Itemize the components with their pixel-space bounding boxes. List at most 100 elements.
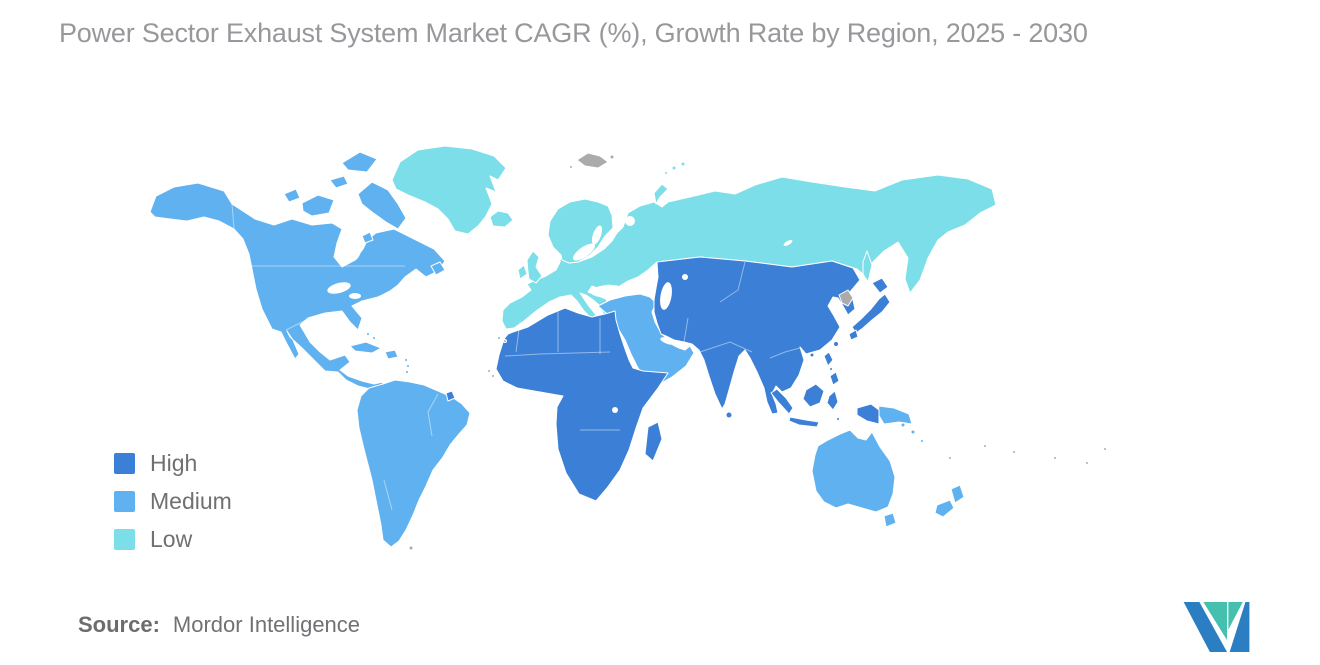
region-antilles-3 xyxy=(405,370,409,374)
white-sea xyxy=(625,216,635,226)
region-sumatra xyxy=(770,388,794,415)
great-lakes-2 xyxy=(349,293,361,299)
region-timor xyxy=(836,417,840,421)
region-japan-hokkaido xyxy=(871,277,889,294)
region-falkland xyxy=(408,545,414,551)
lake-baikal xyxy=(783,239,793,247)
region-sakhalin xyxy=(862,250,873,283)
region-french-guiana xyxy=(445,390,456,402)
legend-swatch-high xyxy=(114,452,135,474)
region-devon-island xyxy=(329,175,349,189)
region-solomon-3 xyxy=(920,439,924,443)
legend-item-high: High xyxy=(114,449,232,476)
logo-right-stroke xyxy=(1229,602,1250,652)
region-north-america-mainland xyxy=(149,182,446,390)
region-canary-1 xyxy=(497,336,501,340)
great-lakes xyxy=(327,282,351,294)
map-borders xyxy=(231,203,801,511)
lake-victoria xyxy=(612,407,618,413)
region-franz-josef-2 xyxy=(680,161,686,167)
region-pacific-6 xyxy=(1103,447,1107,451)
region-scandinavia xyxy=(547,198,614,264)
legend-item-medium: Medium xyxy=(114,487,232,514)
region-nz-south-island xyxy=(934,499,955,518)
region-franz-josef-3 xyxy=(664,171,668,175)
logo-right-triangle xyxy=(1228,602,1243,630)
legend-item-low: Low xyxy=(114,525,232,552)
logo-left-stroke xyxy=(1183,602,1228,652)
region-pacific-5 xyxy=(1085,461,1089,465)
region-north-korea xyxy=(838,289,854,307)
region-papua-new-guinea xyxy=(877,405,913,425)
region-victoria-island xyxy=(301,194,335,217)
legend-label-medium: Medium xyxy=(150,487,232,514)
region-tasmania xyxy=(883,512,897,528)
region-svalbard xyxy=(576,152,609,169)
region-hainan xyxy=(809,352,815,358)
region-hispaniola xyxy=(384,349,399,360)
region-philippines-luzon xyxy=(823,351,834,367)
region-borneo xyxy=(802,383,825,408)
region-baffin-island xyxy=(357,181,407,230)
region-pacific-1 xyxy=(948,456,952,460)
persian-gulf xyxy=(660,337,676,345)
region-java xyxy=(788,416,820,428)
region-nz-north-island xyxy=(950,484,965,504)
region-asia-mainland xyxy=(653,256,861,415)
legend-label-low: Low xyxy=(150,525,193,552)
region-pacific-4 xyxy=(1053,456,1057,460)
black-sea xyxy=(591,284,623,298)
region-southampton-island xyxy=(361,231,374,244)
region-canary-2 xyxy=(503,339,507,343)
region-japan-kyushu xyxy=(848,329,859,341)
region-svalbard-3 xyxy=(569,165,573,169)
region-svalbard-2 xyxy=(609,154,615,160)
region-bahamas-1 xyxy=(366,332,370,336)
logo-mid-triangle xyxy=(1203,602,1228,641)
region-africa xyxy=(495,307,669,502)
region-greenland xyxy=(391,145,507,235)
region-philippines-visayas xyxy=(829,367,833,371)
region-pacific-3 xyxy=(1012,450,1016,454)
region-newfoundland xyxy=(430,261,446,276)
region-banks-island xyxy=(283,188,301,203)
region-south-america xyxy=(356,379,471,548)
hudson-bay xyxy=(339,236,361,262)
region-europe-russia-mainland xyxy=(501,174,997,330)
region-solomon-2 xyxy=(910,429,916,435)
region-madagascar xyxy=(644,421,663,462)
region-ellesmere-island xyxy=(341,151,378,173)
caspian-sea xyxy=(660,282,672,310)
region-sri-lanka xyxy=(725,411,733,419)
mordor-intelligence-logo xyxy=(1183,602,1250,652)
region-novaya-zemlya xyxy=(653,183,669,205)
region-solomon-1 xyxy=(900,422,906,428)
region-west-papua xyxy=(856,403,880,425)
region-ireland xyxy=(517,264,528,280)
region-franz-josef-1 xyxy=(671,165,677,171)
legend-label-high: High xyxy=(150,449,198,476)
region-middle-east xyxy=(597,293,695,389)
aral-sea xyxy=(682,274,688,280)
region-bahamas-2 xyxy=(372,336,376,340)
region-cape-verde-2 xyxy=(491,374,495,378)
region-antilles-1 xyxy=(404,358,408,362)
gulf-of-bothnia xyxy=(591,225,603,245)
baltic-sea xyxy=(572,243,596,261)
region-cuba xyxy=(349,341,382,354)
region-antilles-2 xyxy=(406,364,410,368)
region-taiwan xyxy=(833,341,839,347)
region-uk xyxy=(526,250,543,284)
region-cape-verde-1 xyxy=(487,369,491,373)
legend: High Medium Low xyxy=(114,449,232,566)
region-pacific-2 xyxy=(983,444,987,448)
source-label: Source: xyxy=(78,612,160,637)
region-philippines-mindanao xyxy=(829,371,840,386)
source-attribution: Source: Mordor Intelligence xyxy=(78,612,360,638)
chart-title: Power Sector Exhaust System Market CAGR … xyxy=(59,18,1088,48)
region-sulawesi xyxy=(826,390,839,411)
legend-swatch-low xyxy=(114,528,135,550)
region-iceland xyxy=(489,210,514,228)
